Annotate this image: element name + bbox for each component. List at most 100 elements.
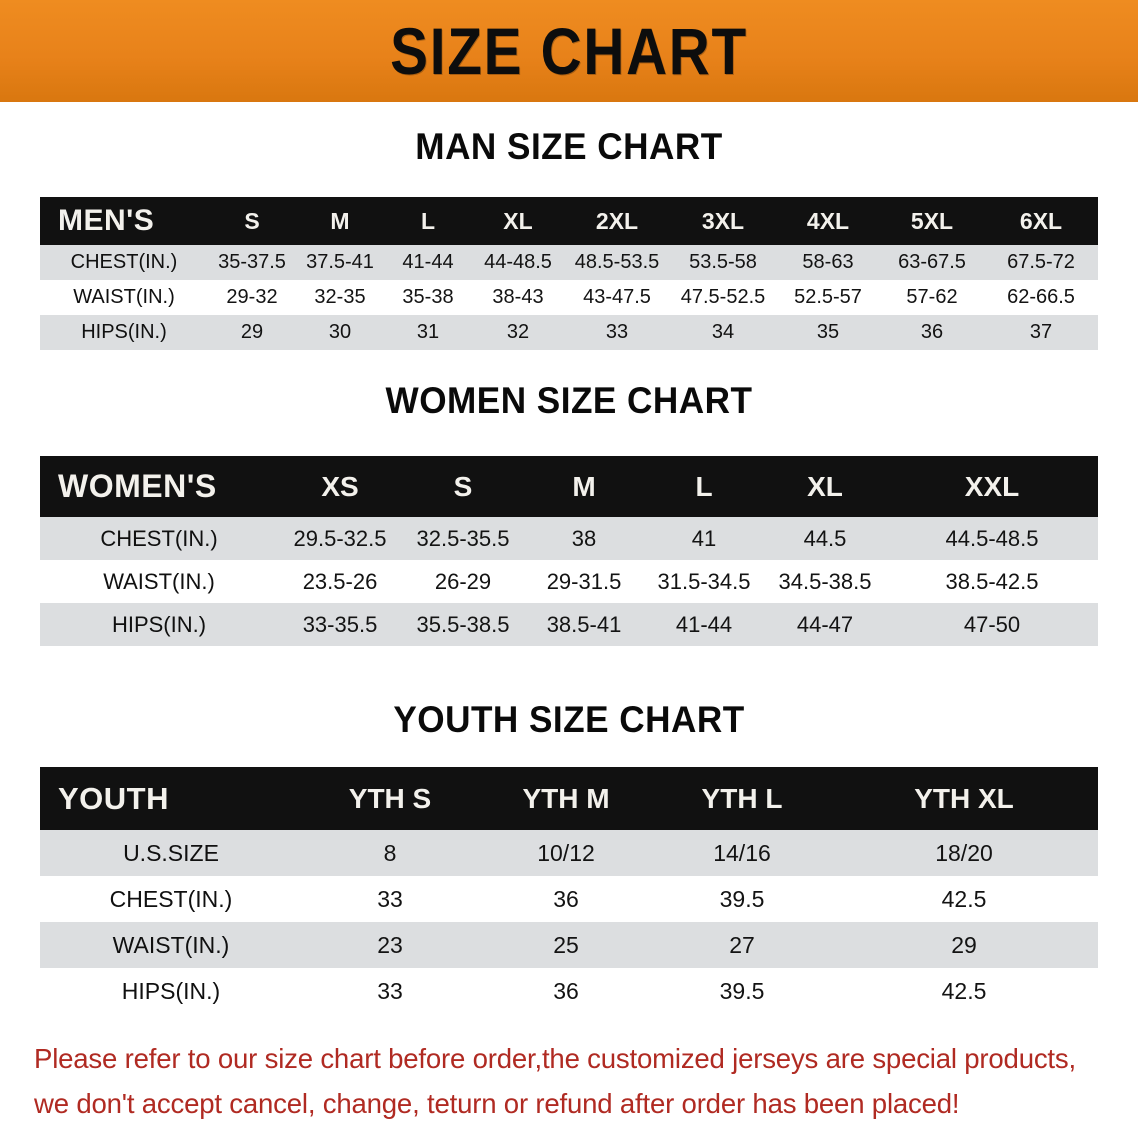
women-cell: 33-35.5: [278, 603, 402, 646]
men-cell: 35-38: [384, 280, 472, 315]
women-col-header: XS: [278, 456, 402, 517]
women-cell: 44-47: [764, 603, 886, 646]
table-row: CHEST(IN.) 29.5-32.5 32.5-35.5 38 41 44.…: [40, 517, 1098, 560]
youth-cell: 23: [302, 922, 478, 968]
table-row: HIPS(IN.) 33-35.5 35.5-38.5 38.5-41 41-4…: [40, 603, 1098, 646]
youth-cell: 10/12: [478, 830, 654, 876]
youth-col-header: YTH S: [302, 767, 478, 830]
youth-cell: 14/16: [654, 830, 830, 876]
youth-cell: 39.5: [654, 876, 830, 922]
youth-cell: 42.5: [830, 876, 1098, 922]
women-cell: 34.5-38.5: [764, 560, 886, 603]
men-cell: 35-37.5: [208, 245, 296, 280]
table-header-row: MEN'S S M L XL 2XL 3XL 4XL 5XL 6XL: [40, 197, 1098, 245]
table-row: U.S.SIZE 8 10/12 14/16 18/20: [40, 830, 1098, 876]
men-col-header: 4XL: [776, 197, 880, 245]
youth-corner-label: YOUTH: [40, 767, 302, 830]
youth-row-label: U.S.SIZE: [40, 830, 302, 876]
men-col-header: 6XL: [984, 197, 1098, 245]
men-cell: 62-66.5: [984, 280, 1098, 315]
youth-cell: 33: [302, 968, 478, 1014]
youth-col-header: YTH M: [478, 767, 654, 830]
youth-cell: 36: [478, 968, 654, 1014]
youth-size-table: YOUTH YTH S YTH M YTH L YTH XL U.S.SIZE …: [40, 767, 1098, 1014]
youth-cell: 18/20: [830, 830, 1098, 876]
men-cell: 32-35: [296, 280, 384, 315]
youth-row-label: WAIST(IN.): [40, 922, 302, 968]
youth-col-header: YTH XL: [830, 767, 1098, 830]
men-cell: 34: [670, 315, 776, 350]
men-cell: 32: [472, 315, 564, 350]
men-corner-label: MEN'S: [40, 197, 208, 245]
women-col-header: L: [644, 456, 764, 517]
table-header-row: YOUTH YTH S YTH M YTH L YTH XL: [40, 767, 1098, 830]
men-cell: 31: [384, 315, 472, 350]
men-col-header: 3XL: [670, 197, 776, 245]
women-row-label: HIPS(IN.): [40, 603, 278, 646]
men-col-header: M: [296, 197, 384, 245]
men-cell: 30: [296, 315, 384, 350]
women-cell: 44.5: [764, 517, 886, 560]
men-cell: 38-43: [472, 280, 564, 315]
table-row: CHEST(IN.) 33 36 39.5 42.5: [40, 876, 1098, 922]
section-title-youth: YOUTH SIZE CHART: [393, 699, 745, 740]
men-col-header: S: [208, 197, 296, 245]
men-cell: 33: [564, 315, 670, 350]
women-cell: 32.5-35.5: [402, 517, 524, 560]
women-cell: 26-29: [402, 560, 524, 603]
youth-cell: 42.5: [830, 968, 1098, 1014]
disclaimer-line-1: Please refer to our size chart before or…: [34, 1043, 1076, 1074]
men-col-header: XL: [472, 197, 564, 245]
men-row-label: HIPS(IN.): [40, 315, 208, 350]
header-banner: SIZE CHART: [0, 0, 1138, 102]
women-row-label: WAIST(IN.): [40, 560, 278, 603]
men-col-header: 2XL: [564, 197, 670, 245]
men-cell: 44-48.5: [472, 245, 564, 280]
women-col-header: XXL: [886, 456, 1098, 517]
men-cell: 58-63: [776, 245, 880, 280]
women-size-table: WOMEN'S XS S M L XL XXL CHEST(IN.) 29.5-…: [40, 456, 1098, 646]
men-size-table: MEN'S S M L XL 2XL 3XL 4XL 5XL 6XL CHEST…: [40, 197, 1098, 350]
youth-cell: 33: [302, 876, 478, 922]
section-title-man: MAN SIZE CHART: [415, 126, 723, 167]
men-col-header: L: [384, 197, 472, 245]
men-cell: 29: [208, 315, 296, 350]
men-cell: 37.5-41: [296, 245, 384, 280]
table-row: HIPS(IN.) 29 30 31 32 33 34 35 36 37: [40, 315, 1098, 350]
women-corner-label: WOMEN'S: [40, 456, 278, 517]
men-cell: 47.5-52.5: [670, 280, 776, 315]
women-cell: 29.5-32.5: [278, 517, 402, 560]
men-cell: 37: [984, 315, 1098, 350]
women-cell: 41: [644, 517, 764, 560]
table-row: WAIST(IN.) 23 25 27 29: [40, 922, 1098, 968]
men-cell: 43-47.5: [564, 280, 670, 315]
table-row: WAIST(IN.) 29-32 32-35 35-38 38-43 43-47…: [40, 280, 1098, 315]
men-cell: 57-62: [880, 280, 984, 315]
men-cell: 29-32: [208, 280, 296, 315]
women-col-header: XL: [764, 456, 886, 517]
men-cell: 52.5-57: [776, 280, 880, 315]
youth-row-label: CHEST(IN.): [40, 876, 302, 922]
women-cell: 44.5-48.5: [886, 517, 1098, 560]
women-cell: 38.5-41: [524, 603, 644, 646]
youth-cell: 27: [654, 922, 830, 968]
women-cell: 29-31.5: [524, 560, 644, 603]
women-col-header: S: [402, 456, 524, 517]
section-title-women: WOMEN SIZE CHART: [385, 380, 753, 421]
table-row: HIPS(IN.) 33 36 39.5 42.5: [40, 968, 1098, 1014]
women-cell: 41-44: [644, 603, 764, 646]
women-cell: 38: [524, 517, 644, 560]
page-title: SIZE CHART: [390, 14, 748, 88]
disclaimer-note: Please refer to our size chart before or…: [34, 1036, 1093, 1126]
youth-cell: 25: [478, 922, 654, 968]
disclaimer-line-2: we don't accept cancel, change, teturn o…: [34, 1088, 960, 1119]
women-cell: 23.5-26: [278, 560, 402, 603]
women-col-header: M: [524, 456, 644, 517]
women-cell: 38.5-42.5: [886, 560, 1098, 603]
youth-cell: 8: [302, 830, 478, 876]
men-cell: 41-44: [384, 245, 472, 280]
youth-cell: 36: [478, 876, 654, 922]
table-header-row: WOMEN'S XS S M L XL XXL: [40, 456, 1098, 517]
youth-cell: 39.5: [654, 968, 830, 1014]
